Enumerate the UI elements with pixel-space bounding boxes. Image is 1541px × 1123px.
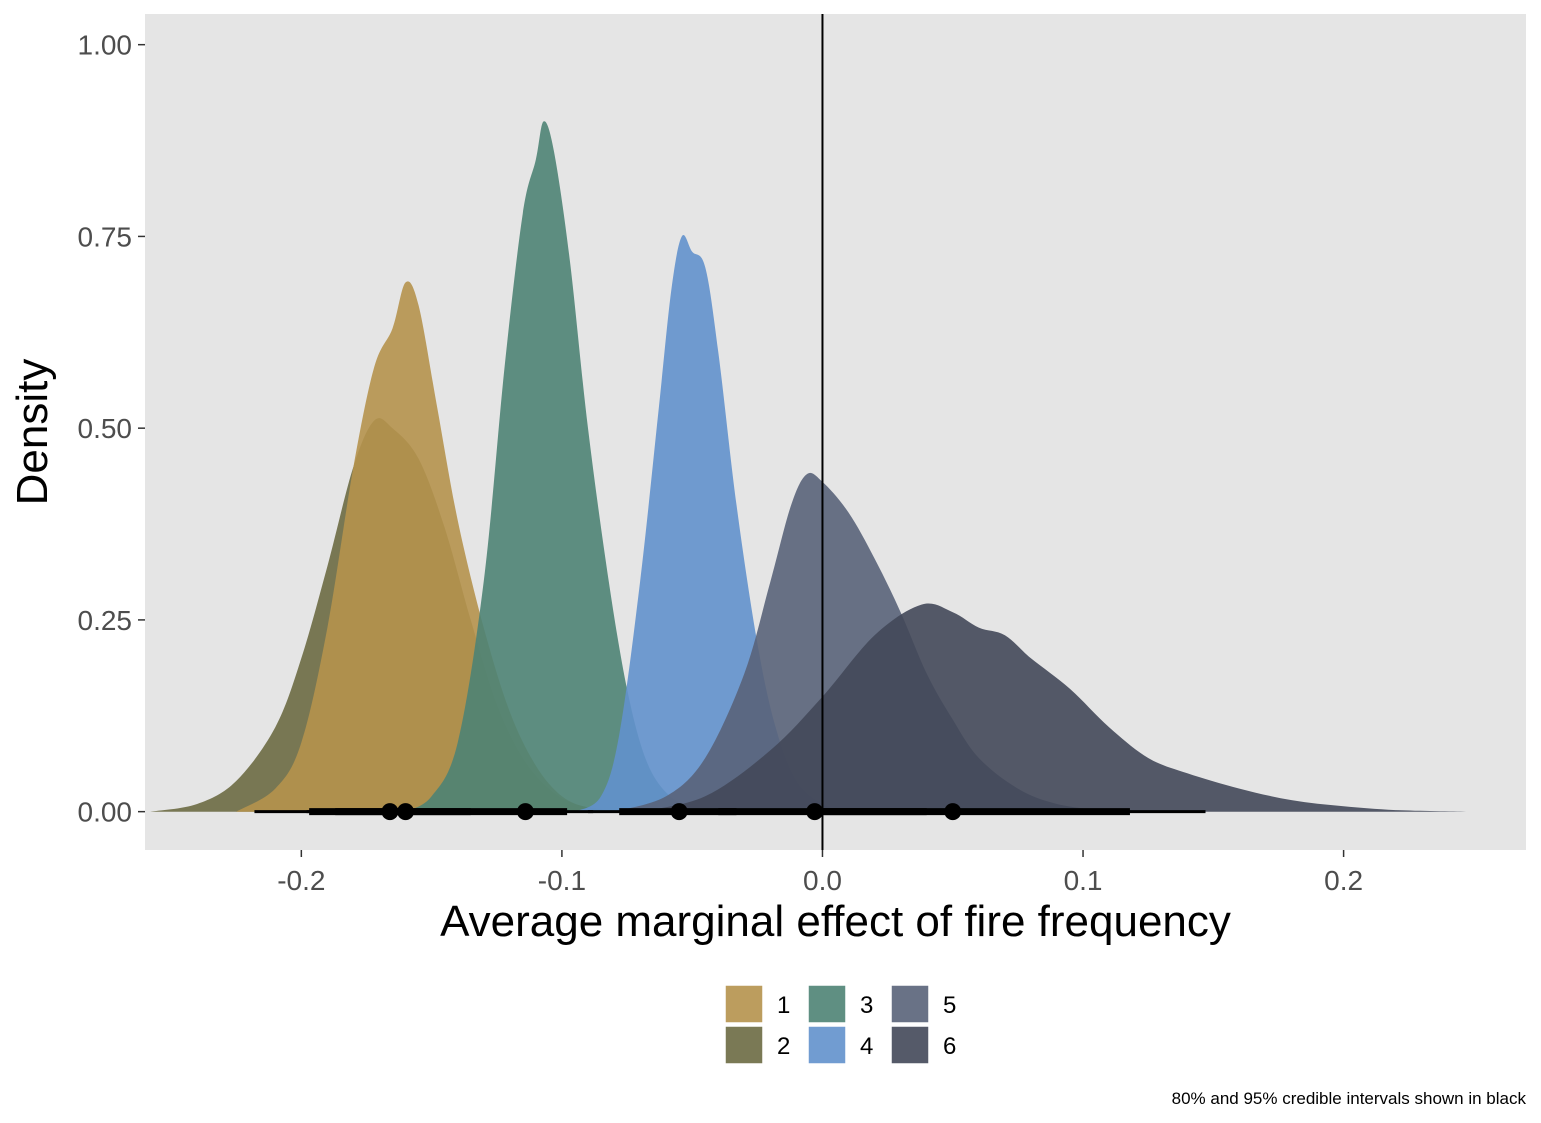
legend-label-5: 5 — [943, 992, 956, 1019]
density-area-series-4 — [574, 234, 849, 812]
caption: 80% and 95% credible intervals shown in … — [1172, 1089, 1527, 1108]
x-tick-label: 0.1 — [1064, 865, 1103, 896]
median-point-series-2 — [381, 803, 399, 821]
y-tick-label: 0.00 — [78, 797, 133, 828]
legend-swatch-2 — [724, 1025, 764, 1065]
credible-intervals — [254, 803, 1206, 821]
x-axis-title: Average marginal effect of fire frequenc… — [440, 897, 1231, 946]
y-tick-label: 0.75 — [78, 221, 133, 252]
y-axis-title: Density — [8, 359, 57, 506]
legend-swatch-3 — [807, 984, 847, 1024]
density-area-series-5 — [614, 472, 1110, 812]
y-axis-ticks: 0.00 0.25 0.50 0.75 1.00 — [78, 30, 145, 828]
median-point-series-5 — [806, 803, 824, 821]
legend: 1 2 3 4 5 6 — [724, 984, 956, 1065]
legend-label-1: 1 — [777, 992, 790, 1019]
legend-swatch-6 — [890, 1025, 930, 1065]
median-point-series-3 — [516, 803, 534, 821]
legend-label-4: 4 — [860, 1033, 873, 1060]
density-area-series-3 — [405, 121, 719, 812]
legend-swatch-5 — [890, 984, 930, 1024]
legend-swatch-4 — [807, 1025, 847, 1065]
density-area-series-6 — [640, 603, 1467, 812]
median-point-series-1 — [397, 803, 415, 821]
median-point-series-6 — [944, 803, 962, 821]
legend-label-2: 2 — [777, 1033, 790, 1060]
y-tick-label: 0.25 — [78, 605, 133, 636]
x-tick-label: -0.2 — [277, 865, 325, 896]
legend-label-3: 3 — [860, 992, 873, 1019]
median-point-series-4 — [670, 803, 688, 821]
density-area-series-1 — [236, 281, 614, 812]
legend-label-6: 6 — [943, 1033, 956, 1060]
y-tick-label: 0.50 — [78, 413, 133, 444]
x-tick-label: 0.2 — [1324, 865, 1363, 896]
y-tick-label: 1.00 — [78, 30, 133, 61]
x-tick-label: 0.0 — [803, 865, 842, 896]
legend-swatch-1 — [724, 984, 764, 1024]
x-axis-ticks: -0.2 -0.1 0.0 0.1 0.2 — [277, 850, 1363, 896]
x-tick-label: -0.1 — [538, 865, 586, 896]
density-areas — [150, 121, 1467, 812]
